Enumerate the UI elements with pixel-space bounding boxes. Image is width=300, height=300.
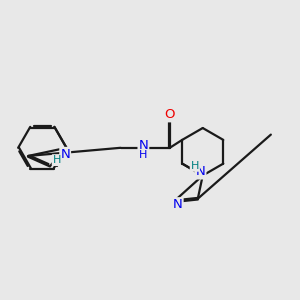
Text: N: N <box>173 198 183 211</box>
Text: H: H <box>190 161 199 171</box>
Text: N: N <box>60 148 70 161</box>
Text: N: N <box>139 139 148 152</box>
Text: H: H <box>52 155 61 165</box>
Text: O: O <box>164 108 175 121</box>
Text: H: H <box>139 150 148 160</box>
Text: N: N <box>196 166 206 178</box>
